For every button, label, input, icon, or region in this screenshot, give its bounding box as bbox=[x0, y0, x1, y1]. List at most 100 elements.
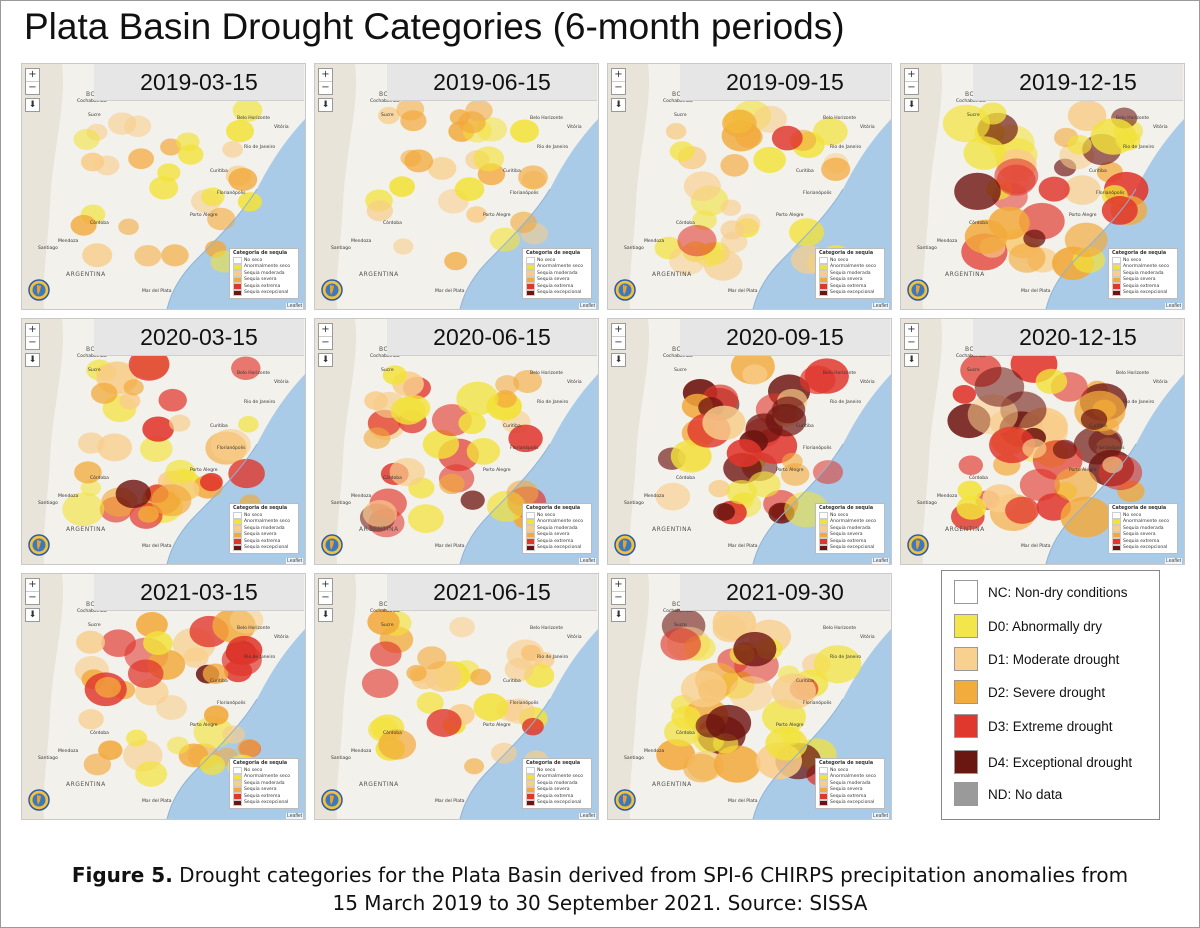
mini-legend-item: Sequia excepcional bbox=[526, 799, 588, 806]
download-icon[interactable]: ⬇ bbox=[318, 608, 333, 622]
zoom-in-button[interactable]: + bbox=[905, 69, 918, 82]
map-panel[interactable]: Cochabamba Sucre Belo Horizonte Vitória … bbox=[607, 63, 892, 310]
zoom-out-button[interactable]: − bbox=[907, 337, 916, 348]
map-attribution[interactable]: Leaflet bbox=[578, 303, 596, 309]
zoom-in-button[interactable]: + bbox=[26, 69, 39, 82]
map-panel[interactable]: Cochabamba Sucre Belo Horizonte Vitória … bbox=[900, 318, 1185, 565]
mini-legend-item: Sequia severa bbox=[233, 531, 295, 538]
legend-swatch bbox=[954, 647, 978, 671]
download-icon[interactable]: ⬇ bbox=[25, 98, 40, 112]
svg-text:Santiago: Santiago bbox=[38, 755, 58, 761]
download-icon[interactable]: ⬇ bbox=[611, 608, 626, 622]
map-panel[interactable]: Cochabamba Sucre Belo Horizonte Vitória … bbox=[314, 318, 599, 565]
zoom-out-button[interactable]: − bbox=[614, 337, 623, 348]
map-panel[interactable]: Cochabamba Sucre Belo Horizonte Vitória … bbox=[607, 573, 892, 820]
zoom-control[interactable]: + − bbox=[25, 578, 40, 605]
map-attribution[interactable]: Leaflet bbox=[285, 558, 303, 564]
map-attribution[interactable]: Leaflet bbox=[285, 813, 303, 819]
svg-text:Rio de Janeiro: Rio de Janeiro bbox=[537, 144, 568, 150]
zoom-out-button[interactable]: − bbox=[28, 337, 37, 348]
zoom-out-button[interactable]: − bbox=[614, 592, 623, 603]
map-panel[interactable]: Cochabamba Sucre Belo Horizonte Vitória … bbox=[21, 318, 306, 565]
sissa-logo-icon bbox=[614, 534, 636, 556]
download-icon[interactable]: ⬇ bbox=[25, 608, 40, 622]
mini-legend-item: Sequia extrema bbox=[233, 538, 295, 545]
zoom-control[interactable]: + − bbox=[904, 323, 919, 350]
mini-legend-item: Sequia moderada bbox=[819, 525, 881, 532]
svg-text:Mendoza: Mendoza bbox=[644, 493, 664, 499]
zoom-in-button[interactable]: + bbox=[319, 324, 332, 337]
mini-legend-item: Sequia moderada bbox=[233, 780, 295, 787]
zoom-out-button[interactable]: − bbox=[321, 82, 330, 93]
mini-legend-item: Anormalmente seco bbox=[233, 518, 295, 525]
map-attribution[interactable]: Leaflet bbox=[285, 303, 303, 309]
map-attribution[interactable]: Leaflet bbox=[1164, 558, 1182, 564]
caption-line1: Drought categories for the Plata Basin d… bbox=[172, 863, 1129, 887]
zoom-control[interactable]: + − bbox=[318, 578, 333, 605]
download-icon[interactable]: ⬇ bbox=[904, 98, 919, 112]
mini-legend-item: Sequia extrema bbox=[819, 283, 881, 290]
download-icon[interactable]: ⬇ bbox=[318, 98, 333, 112]
svg-text:Porto Alegre: Porto Alegre bbox=[483, 212, 511, 218]
download-icon[interactable]: ⬇ bbox=[25, 353, 40, 367]
map-panel[interactable]: Cochabamba Sucre Belo Horizonte Vitória … bbox=[607, 318, 892, 565]
map-panel[interactable]: Cochabamba Sucre Belo Horizonte Vitória … bbox=[21, 63, 306, 310]
map-attribution[interactable]: Leaflet bbox=[871, 303, 889, 309]
zoom-out-button[interactable]: − bbox=[321, 337, 330, 348]
mini-legend-item: Sequia moderada bbox=[526, 270, 588, 277]
zoom-in-button[interactable]: + bbox=[319, 69, 332, 82]
svg-text:Mar del Plata: Mar del Plata bbox=[142, 798, 172, 804]
zoom-out-button[interactable]: − bbox=[907, 82, 916, 93]
map-attribution[interactable]: Leaflet bbox=[871, 813, 889, 819]
mini-legend-item: Sequia severa bbox=[819, 531, 881, 538]
download-icon[interactable]: ⬇ bbox=[904, 353, 919, 367]
zoom-out-button[interactable]: − bbox=[28, 82, 37, 93]
download-icon[interactable]: ⬇ bbox=[318, 353, 333, 367]
map-attribution[interactable]: Leaflet bbox=[1164, 303, 1182, 309]
mini-legend-item: Sequia severa bbox=[526, 276, 588, 283]
zoom-control[interactable]: + − bbox=[611, 323, 626, 350]
zoom-in-button[interactable]: + bbox=[612, 324, 625, 337]
svg-text:Sucre: Sucre bbox=[88, 112, 101, 118]
zoom-in-button[interactable]: + bbox=[26, 579, 39, 592]
mini-legend-item: Sequia extrema bbox=[819, 793, 881, 800]
mini-legend-title: Categoria de sequia bbox=[526, 760, 581, 766]
svg-text:Sucre: Sucre bbox=[967, 367, 980, 373]
mini-legend-item: Sequia moderada bbox=[1112, 270, 1174, 277]
zoom-in-button[interactable]: + bbox=[612, 69, 625, 82]
mini-legend-item: No seco bbox=[1112, 512, 1174, 519]
svg-text:Florianópolis: Florianópolis bbox=[803, 444, 832, 451]
download-icon[interactable]: ⬇ bbox=[611, 353, 626, 367]
map-panel[interactable]: Cochabamba Sucre Belo Horizonte Vitória … bbox=[900, 63, 1185, 310]
zoom-out-button[interactable]: − bbox=[614, 82, 623, 93]
zoom-in-button[interactable]: + bbox=[612, 579, 625, 592]
zoom-control[interactable]: + − bbox=[318, 68, 333, 95]
zoom-in-button[interactable]: + bbox=[319, 579, 332, 592]
map-attribution[interactable]: Leaflet bbox=[871, 558, 889, 564]
zoom-control[interactable]: + − bbox=[611, 68, 626, 95]
svg-text:Mar del Plata: Mar del Plata bbox=[142, 288, 172, 294]
zoom-control[interactable]: + − bbox=[611, 578, 626, 605]
zoom-out-button[interactable]: − bbox=[321, 592, 330, 603]
svg-text:Florianópolis: Florianópolis bbox=[1096, 444, 1125, 451]
svg-text:Belo Horizonte: Belo Horizonte bbox=[823, 370, 856, 376]
zoom-control[interactable]: + − bbox=[318, 323, 333, 350]
svg-text:Mendoza: Mendoza bbox=[58, 748, 78, 754]
map-panel[interactable]: Cochabamba Sucre Belo Horizonte Vitória … bbox=[314, 63, 599, 310]
zoom-control[interactable]: + − bbox=[25, 68, 40, 95]
zoom-in-button[interactable]: + bbox=[26, 324, 39, 337]
caption-line2: 15 March 2019 to 30 September 2021. Sour… bbox=[332, 891, 868, 915]
zoom-out-button[interactable]: − bbox=[28, 592, 37, 603]
sissa-logo-icon bbox=[28, 279, 50, 301]
map-panel[interactable]: Cochabamba Sucre Belo Horizonte Vitória … bbox=[314, 573, 599, 820]
map-attribution[interactable]: Leaflet bbox=[578, 558, 596, 564]
svg-text:Cochabamba: Cochabamba bbox=[663, 353, 693, 359]
zoom-control[interactable]: + − bbox=[25, 323, 40, 350]
zoom-in-button[interactable]: + bbox=[905, 324, 918, 337]
sissa-logo-icon bbox=[614, 789, 636, 811]
map-attribution[interactable]: Leaflet bbox=[578, 813, 596, 819]
legend-swatch bbox=[954, 580, 978, 604]
download-icon[interactable]: ⬇ bbox=[611, 98, 626, 112]
zoom-control[interactable]: + − bbox=[904, 68, 919, 95]
map-panel[interactable]: Cochabamba Sucre Belo Horizonte Vitória … bbox=[21, 573, 306, 820]
